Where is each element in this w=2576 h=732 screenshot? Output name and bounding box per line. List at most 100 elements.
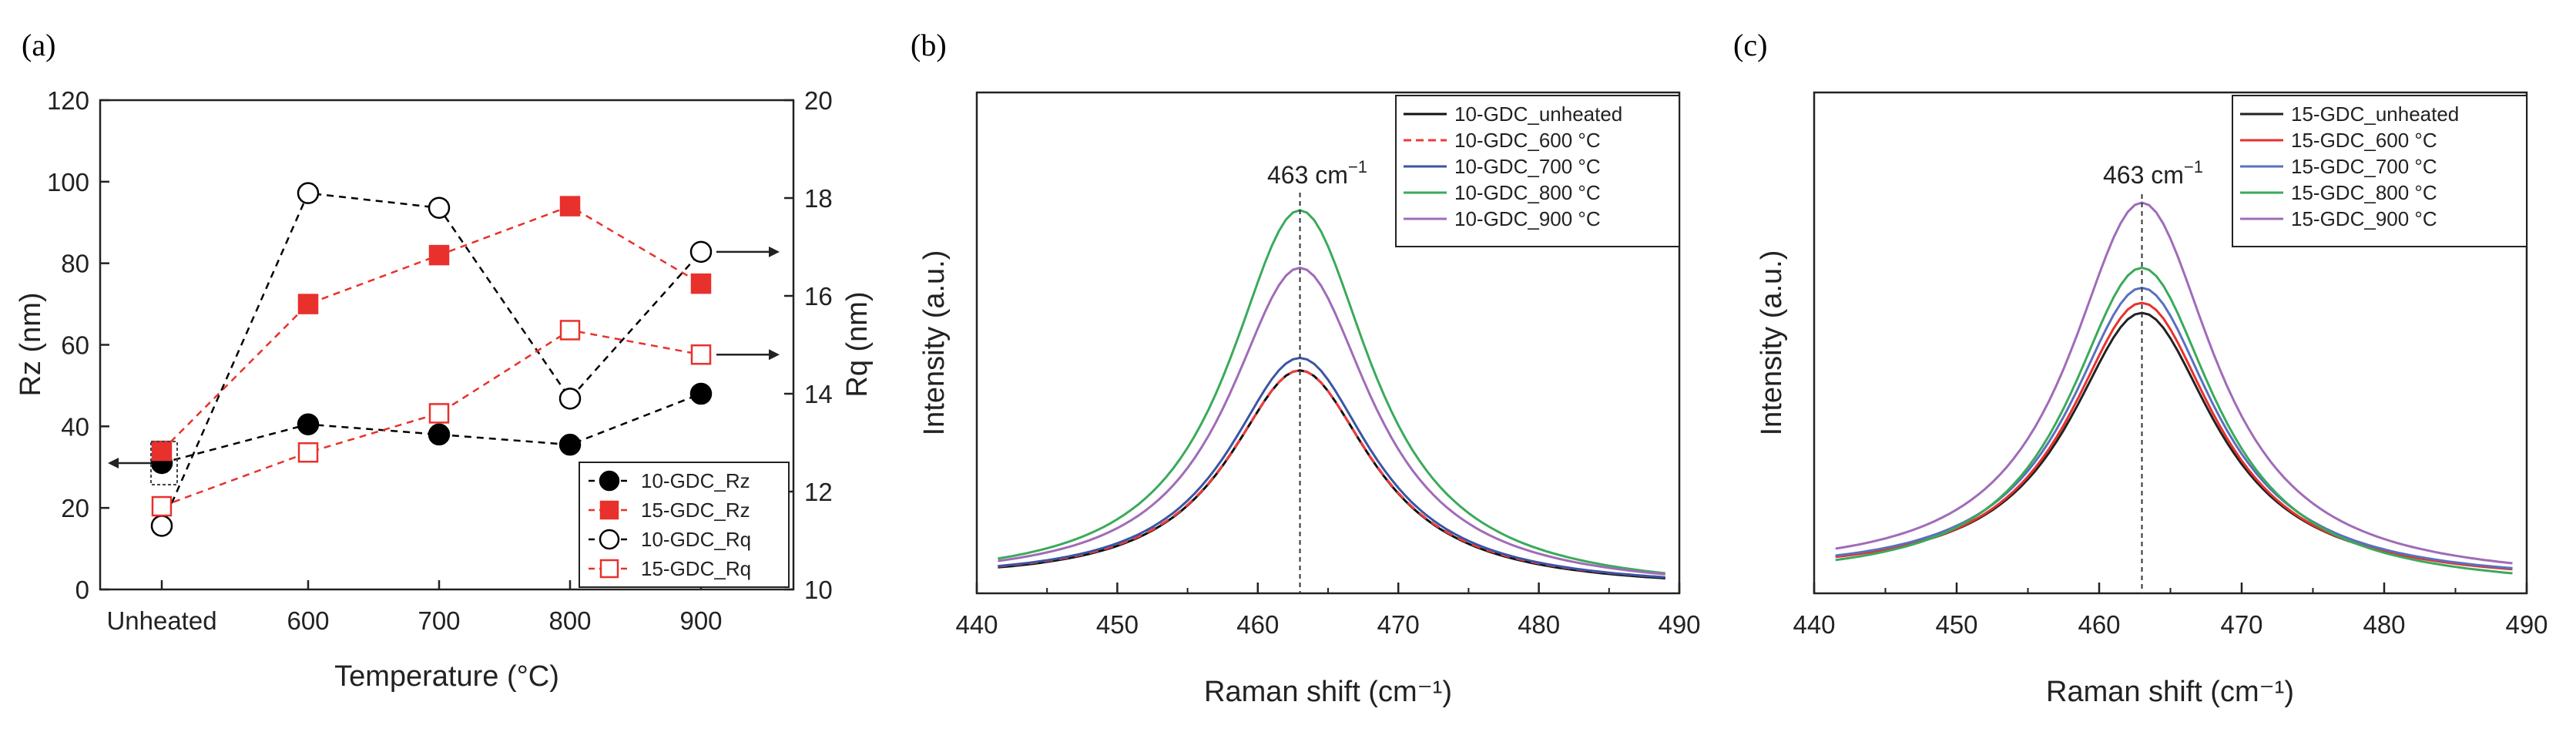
- panel-b-xlabel: Raman shift (cm⁻¹): [1204, 676, 1452, 708]
- x-tick-label: 490: [1658, 610, 1700, 639]
- peak-annotation: 463 cm−1: [1267, 157, 1367, 189]
- data-point-15-GDC_Rz: [297, 294, 319, 314]
- x-tick-label: Unheated: [106, 606, 216, 635]
- panel-c-xlabel: Raman shift (cm⁻¹): [2046, 676, 2294, 708]
- panel-a-xlabel: Temperature (°C): [334, 660, 559, 693]
- legend-entry: 10-GDC_Rq: [641, 528, 751, 551]
- panel-c-label: (c): [1733, 28, 1767, 62]
- legend-entry: 15-GDC_Rq: [641, 557, 751, 580]
- panel-b: (b) 440 450 460 470 480 490 463 cm−1 Intensity…: [911, 28, 1701, 708]
- series-line-10-GDC_Rz: [161, 392, 702, 465]
- data-point-10-GDC_Rz: [428, 423, 451, 446]
- x-tick-label: 600: [287, 606, 329, 635]
- y-tick-label: 0: [75, 576, 89, 604]
- legend-entry: 10-GDC_900 °C: [1454, 207, 1601, 230]
- panel-a-y2label: Rq (nm): [841, 291, 874, 397]
- x-tick-label: 480: [1518, 610, 1560, 639]
- legend-entry: 10-GDC_unheated: [1454, 102, 1622, 126]
- spectrum-line-10-GDC_unheated: [998, 369, 1665, 579]
- panel-a: (a) 0 20 40 60 80 100 120 10 12 14 16 18 20 Unheated 6…: [15, 28, 874, 693]
- x-tick-label: 460: [2078, 610, 2120, 639]
- legend-entry: 10-GDC_800 °C: [1454, 181, 1601, 204]
- spectrum-line-10-GDC_900 °C: [998, 266, 1665, 576]
- spectrum-line-15-GDC_unheated: [1835, 311, 2513, 569]
- panel-c: (c) 440 450 460 470 480 490 463 cm−1 Intensity…: [1733, 28, 2548, 708]
- data-point-15-GDC_Rq: [690, 344, 712, 365]
- legend-entry: 15-GDC_600 °C: [2291, 129, 2437, 152]
- x-tick-label: 470: [2220, 610, 2262, 639]
- legend-entry: 15-GDC_unheated: [2291, 102, 2459, 126]
- legend-marker: [599, 470, 620, 492]
- y-tick-label: 120: [47, 86, 89, 115]
- peak-annotation-superscript: −1: [2184, 157, 2203, 176]
- x-tick-label: 440: [1793, 610, 1835, 639]
- peak-annotation: 463 cm−1: [2103, 157, 2203, 189]
- x-tick-label: 470: [1377, 610, 1420, 639]
- highlight-box: [150, 440, 178, 485]
- data-point-10-GDC_Rq: [150, 515, 173, 537]
- legend-entry: 10-GDC_600 °C: [1454, 129, 1601, 152]
- y-tick-label: 100: [47, 168, 89, 196]
- x-tick-label: 450: [1096, 610, 1139, 639]
- data-point-10-GDC_Rq: [297, 182, 320, 204]
- y-tick-label: 80: [61, 250, 89, 278]
- data-point-15-GDC_Rq: [297, 442, 319, 463]
- data-point-15-GDC_Rq: [428, 403, 450, 424]
- y-tick-label: 20: [61, 494, 89, 522]
- series-line-15-GDC_Rq: [161, 329, 702, 508]
- legend-box: [1395, 95, 1680, 247]
- legend-entry: 15-GDC_Rz: [641, 499, 750, 522]
- y-tick-label: 60: [61, 331, 89, 360]
- x-tick-label: 460: [1236, 610, 1279, 639]
- y2-tick-label: 16: [804, 282, 833, 311]
- legend-marker: [599, 559, 619, 579]
- spectrum-line-15-GDC_900 °C: [1835, 201, 2513, 565]
- legend-marker: [599, 500, 619, 520]
- legend-marker: [599, 529, 620, 550]
- data-point-15-GDC_Rz: [559, 196, 581, 217]
- data-point-15-GDC_Rq: [151, 495, 173, 517]
- x-tick-label: 450: [1935, 610, 1977, 639]
- data-point-15-GDC_Rz: [428, 244, 450, 266]
- peak-annotation-superscript: −1: [1348, 157, 1367, 176]
- legend-entry: 15-GDC_900 °C: [2291, 207, 2437, 230]
- legend-entry: 15-GDC_700 °C: [2291, 155, 2437, 178]
- x-tick-label: 490: [2505, 610, 2547, 639]
- data-point-15-GDC_Rq: [559, 320, 581, 341]
- panel-a-label: (a): [22, 28, 55, 62]
- data-point-10-GDC_Rz: [689, 382, 713, 405]
- y-tick-label: 40: [61, 412, 89, 441]
- spectrum-line-15-GDC_800 °C: [1835, 266, 2513, 575]
- data-point-10-GDC_Rq: [689, 240, 713, 264]
- spectrum-line-10-GDC_700 °C: [998, 356, 1665, 579]
- right-axis-arrowhead: [769, 349, 780, 361]
- spectrum-line-15-GDC_700 °C: [1835, 286, 2513, 569]
- legend-entry: 15-GDC_800 °C: [2291, 181, 2437, 204]
- data-point-10-GDC_Rq: [428, 196, 451, 219]
- y2-tick-label: 14: [804, 380, 833, 408]
- data-point-15-GDC_Rz: [151, 440, 173, 462]
- y2-tick-label: 18: [804, 184, 833, 213]
- x-tick-label: 440: [955, 610, 998, 639]
- legend-entry: 10-GDC_700 °C: [1454, 155, 1601, 178]
- panel-b-ylabel: Intensity (a.u.): [918, 250, 951, 436]
- x-tick-label: 480: [2363, 610, 2405, 639]
- data-point-10-GDC_Rz: [558, 433, 582, 456]
- legend-entry: 10-GDC_Rz: [641, 469, 750, 492]
- data-point-10-GDC_Rz: [297, 413, 320, 435]
- left-axis-arrowhead: [108, 457, 119, 468]
- panel-c-ylabel: Intensity (a.u.): [1756, 250, 1788, 436]
- y2-tick-label: 10: [804, 576, 833, 604]
- right-axis-arrowhead: [769, 246, 780, 257]
- x-tick-label: 800: [548, 606, 591, 635]
- y2-tick-label: 12: [804, 478, 833, 506]
- data-point-15-GDC_Rz: [690, 273, 712, 294]
- x-tick-label: 900: [679, 606, 722, 635]
- spectrum-line-10-GDC_800 °C: [998, 209, 1665, 575]
- legend-box: [2232, 95, 2527, 247]
- panel-b-label: (b): [911, 28, 947, 62]
- data-point-10-GDC_Rq: [558, 388, 582, 410]
- panel-a-ylabel: Rz (nm): [15, 292, 47, 396]
- x-tick-label: 700: [418, 606, 460, 635]
